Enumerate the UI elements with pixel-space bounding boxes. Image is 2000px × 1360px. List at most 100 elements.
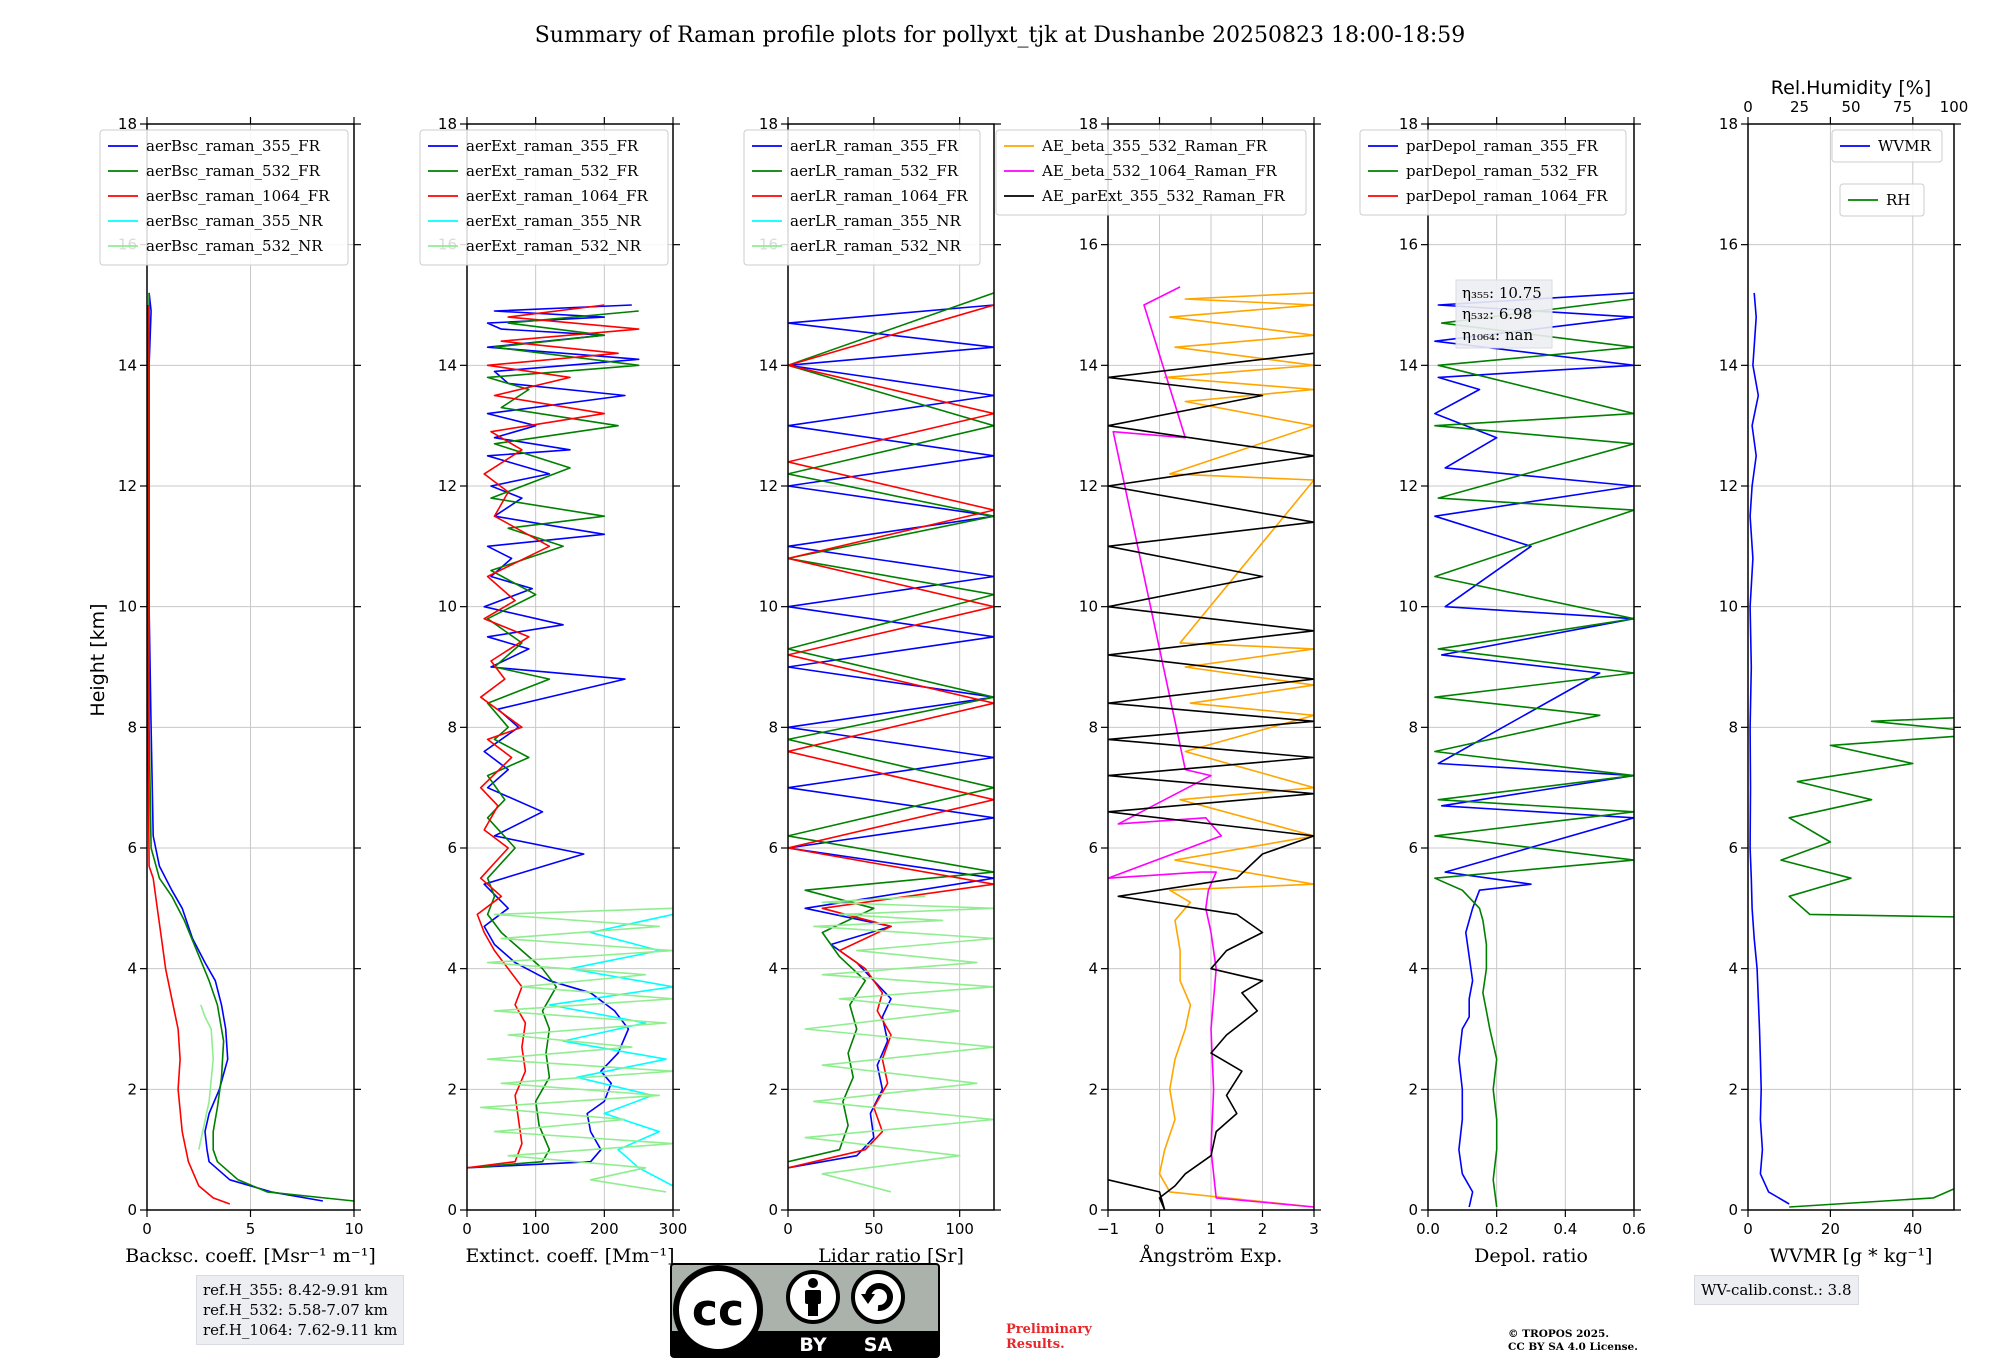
y-tick-label: 12 [1719,477,1738,495]
legend-label: parDepol_raman_532_FR [1406,162,1599,180]
top-x-tick-label: 75 [1893,98,1912,116]
y-tick-label: 10 [438,598,457,616]
x-tick-label: 0.6 [1622,1220,1646,1238]
legend-box [1839,183,1925,217]
y-tick-label: 0 [1408,1201,1418,1219]
x-tick-label: 300 [659,1220,688,1238]
y-tick-label: 18 [1399,115,1418,133]
reference-height-box: ref.H_355: 8.42-9.91 km ref.H_532: 5.58-… [196,1275,405,1345]
series-group [788,292,994,1193]
legend-label: aerLR_raman_532_FR [790,162,959,180]
x-tick-label: 0 [1743,1220,1753,1238]
series-line-aerExt_raman_355_FR [467,304,640,1169]
ref-height-1064: ref.H_1064: 7.62-9.11 km [203,1321,398,1339]
y-tick-label: 10 [118,598,137,616]
preliminary-line-2: Results. [1006,1337,1065,1352]
eta-value: η₁₀₆₄: nan [1462,326,1533,344]
y-tick-label: 12 [118,477,137,495]
panel-6: 0 2 4 6 8 10 12 14 16 18 0 20 40 WVMR [g * kg⁻¹] 0 25 50… [1719,77,1968,1267]
y-tick-label: 2 [447,1080,457,1098]
series-group [147,292,354,1205]
y-tick-label: 16 [1399,236,1418,254]
series-line-AE_parExt_355_532_Raman_FR [1108,352,1314,1210]
y-tick-label: 4 [1728,960,1738,978]
y-tick-label: 0 [1728,1201,1738,1219]
series-line-aerBsc_raman_532_NR [198,1004,214,1150]
legend: aerLR_raman_355_FR aerLR_raman_532_FR aerL… [743,129,981,266]
plot-frame [1427,123,1635,1211]
x-tick-label: 100 [521,1220,550,1238]
y-tick-label: 14 [1719,356,1738,374]
series-group [1749,292,1954,1208]
legend-label: aerLR_raman_355_FR [790,137,959,155]
series-line-aerBsc_raman_355_FR [148,292,324,1202]
y-tick-label: 8 [447,718,457,736]
y-tick-label: 8 [768,718,778,736]
y-tick-label: 2 [1088,1080,1098,1098]
legend-label: RH [1886,191,1910,209]
y-tick-label: 8 [1088,718,1098,736]
y-tick-label: 4 [127,960,137,978]
copyright-line-2: CC BY SA 4.0 License. [1508,1341,1638,1353]
y-tick-label: 18 [1079,115,1098,133]
ref-height-355: ref.H_355: 8.42-9.91 km [203,1281,388,1299]
legend: AE_beta_355_532_Raman_FR AE_beta_532_1064… [995,129,1307,216]
y-tick-label: 4 [447,960,457,978]
x-tick-label: 5 [246,1220,256,1238]
copyright-line-1: © TROPOS 2025. [1508,1328,1610,1340]
legend-box [743,129,981,266]
eta-annotation: η₃₅₅: 10.75 η₅₃₂: 6.98 η₁₀₆₄: nan [1455,279,1553,349]
x-tick-label: 50 [864,1220,883,1238]
series-group [1434,292,1634,1208]
y-tick-label: 8 [1728,718,1738,736]
eta-value: η₃₅₅: 10.75 [1462,284,1542,302]
legend: aerBsc_raman_355_FR aerBsc_raman_532_FRae… [99,129,349,266]
x-tick-label: 200 [590,1220,619,1238]
y-tick-label: 2 [768,1080,778,1098]
series-line-aerExt_raman_532_NR [479,907,673,1193]
x-tick-label: 0 [1155,1220,1165,1238]
legend: parDepol_raman_355_FR parDepol_raman_532_… [1359,129,1627,216]
x-tick-label: 20 [1821,1220,1840,1238]
panels-group: 0246810121416180510Backsc. coeff. [Msr⁻¹… [99,77,1968,1267]
plot-frame [787,123,995,1211]
legend-box [419,129,669,266]
x-tick-label: 0.2 [1485,1220,1509,1238]
y-tick-label: 12 [438,477,457,495]
legend-label: aerLR_raman_355_NR [790,212,961,230]
x-tick-label: 0.4 [1553,1220,1577,1238]
y-tick-label: 12 [759,477,778,495]
top-x-tick-label: 25 [1790,98,1809,116]
figure-title: Summary of Raman profile plots for polly… [535,23,1466,48]
y-tick-label: 6 [1728,839,1738,857]
eta-value: η₅₃₂: 6.98 [1462,305,1532,323]
top-x-tick-label: 0 [1743,98,1753,116]
copyright-note: © TROPOS 2025. CC BY SA 4.0 License. [1508,1328,1638,1354]
y-tick-label: 4 [1408,960,1418,978]
legend-label: aerLR_raman_1064_FR [790,187,968,205]
series-line-aerBsc_raman_532_FR [148,292,354,1202]
y-tick-label: 10 [1079,598,1098,616]
panel-2: 0246810121416180100200300Extinct. coeff.… [419,115,688,1267]
legend-label: AE_parExt_355_532_Raman_FR [1041,187,1286,205]
x-tick-label: 1 [1206,1220,1216,1238]
y-tick-label: 2 [127,1080,137,1098]
y-tick-label: 4 [1088,960,1098,978]
series-line-aerLR_raman_532_FR [788,292,994,1163]
series-line-aerBsc_raman_1064_FR [147,305,231,1205]
top-axis-label: Rel.Humidity [%] [1771,77,1931,99]
series-line-aerLR_raman_532_NR [804,895,994,1193]
legend-box [1359,129,1627,216]
y-tick-label: 18 [118,115,137,133]
x-tick-label: 0 [462,1220,472,1238]
x-tick-label: 0 [142,1220,152,1238]
series-line-RH [1780,690,1954,1208]
y-tick-label: 14 [1399,356,1418,374]
y-tick-label: 10 [1719,598,1738,616]
legend-label: aerBsc_raman_1064_FR [146,187,330,205]
y-tick-label: 16 [1079,236,1098,254]
y-tick-label: 14 [759,356,778,374]
x-tick-label: 0.0 [1416,1220,1440,1238]
x-tick-label: 100 [945,1220,974,1238]
